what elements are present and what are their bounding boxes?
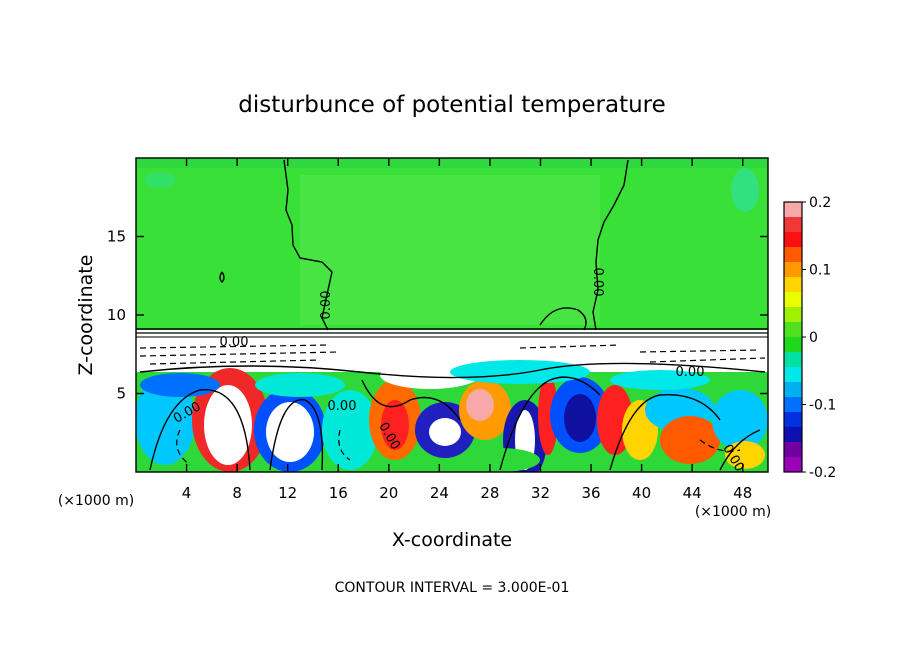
x-tick-label: 8 [232,484,242,502]
x-axis-unit-right: (×1000 m) [695,504,771,520]
colorbar-swatch [784,382,802,398]
x-tick-label: 36 [581,484,600,502]
x-axis-label: X-coordinate [392,529,512,551]
y-axis-label: Z-coordinate [75,255,97,376]
plot-area [136,158,768,472]
x-tick-label: 48 [733,484,752,502]
colorbar-swatch [784,457,802,473]
colorbar-swatch [784,367,802,383]
colorbar-tick-label: 0.2 [809,195,831,211]
y-tick-label: 15 [107,228,126,246]
x-axis-unit-left: (×1000 m) [58,493,134,509]
x-tick-label: 44 [683,484,702,502]
upper-field-cyan [731,168,759,212]
colorbar-swatch [784,217,802,233]
colorbar-swatch [784,337,802,353]
upper-field-cyan [144,172,176,188]
colorbar-swatch [784,427,802,443]
lower-field [136,330,768,472]
upper-field-light [300,175,600,325]
x-tick-label: 32 [531,484,550,502]
lower-field-dashes [139,344,766,466]
colorbar-swatch [784,307,802,323]
colorbar-tick-label: 0.1 [809,263,831,279]
x-tick-label: 4 [182,484,192,502]
colorbar-swatch [784,292,802,308]
footer-contour-interval: CONTOUR INTERVAL = 3.000E-01 [335,580,570,596]
colorbar-swatch [784,277,802,293]
zero-contour-upper [539,307,587,331]
zero-contour-upper [592,159,629,331]
colorbar-swatch [784,202,802,218]
lower-field-contours [139,362,766,471]
lower-field-top [136,330,768,360]
colorbar: 0.2 0.1 0 -0.1 -0.2 [783,195,836,481]
colorbar-swatch [784,412,802,428]
colorbar-swatch [784,397,802,413]
y-tick-label: 5 [116,385,126,403]
x-tick-label: 20 [379,484,398,502]
x-tick-label: 40 [632,484,651,502]
y-tick-label: 10 [107,306,126,324]
y-axis-ticks: 5 10 15 [107,228,768,403]
colorbar-swatch [784,232,802,248]
chart-title: disturbunce of potential temperature [238,92,666,118]
contour-label: 0.00 [319,291,334,320]
x-tick-label: 16 [329,484,348,502]
colorbar-tick-label: 0 [809,330,818,346]
zero-contour-upper [283,159,333,331]
colorbar-swatch [784,247,802,263]
upper-field-edge [136,158,768,168]
colorbar-tick-label: -0.1 [809,398,836,414]
contour-label: 0.00 [590,268,605,297]
x-tick-label: 24 [430,484,449,502]
lower-field-blobs [136,360,768,472]
layer-boundary [136,328,768,338]
colorbar-swatch [784,262,802,278]
x-axis-ticks: 4 8 12 16 20 24 28 32 36 40 44 48 [182,158,752,502]
contour-label: 0.00 [676,365,705,380]
colorbar-swatch [784,322,802,338]
colorbar-swatch [784,442,802,458]
colorbar-swatch [784,352,802,368]
contour-label: 0.00 [220,335,249,350]
contour-label: 0.00 [328,399,357,414]
x-tick-label: 12 [278,484,297,502]
colorbar-tick-label: -0.2 [809,465,836,481]
zero-contour-upper [219,271,225,283]
x-tick-label: 28 [480,484,499,502]
